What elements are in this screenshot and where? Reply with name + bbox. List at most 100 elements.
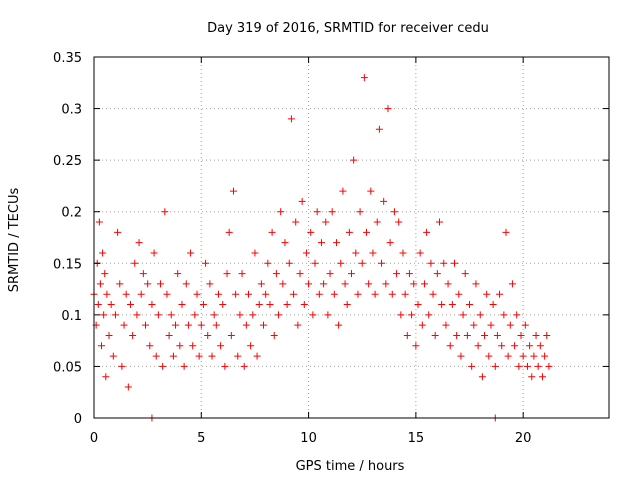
data-point — [253, 352, 261, 360]
x-tick-label: 5 — [197, 431, 205, 446]
data-point — [116, 280, 124, 288]
data-point — [251, 249, 259, 257]
y-tick-label: 0.3 — [61, 103, 82, 118]
data-point — [390, 208, 398, 216]
data-point — [521, 321, 529, 329]
data-point — [541, 352, 549, 360]
data-point — [221, 362, 229, 370]
data-point — [380, 197, 388, 205]
data-point — [472, 280, 480, 288]
y-tick-label: 0 — [74, 412, 82, 427]
data-point — [214, 290, 222, 298]
data-point — [545, 362, 553, 370]
data-point — [341, 280, 349, 288]
data-point — [144, 280, 152, 288]
data-point — [378, 259, 386, 267]
data-point — [508, 280, 516, 288]
data-point — [369, 249, 377, 257]
data-point — [240, 362, 248, 370]
data-point — [305, 280, 313, 288]
data-point — [242, 321, 250, 329]
data-point — [435, 218, 443, 226]
data-point — [307, 228, 315, 236]
data-point — [466, 301, 474, 309]
data-point — [137, 290, 145, 298]
data-point — [532, 331, 540, 339]
data-point — [343, 301, 351, 309]
data-point — [513, 311, 521, 319]
data-point — [296, 270, 304, 278]
data-point — [167, 311, 175, 319]
data-point — [262, 290, 270, 298]
data-point — [324, 311, 332, 319]
data-point — [189, 342, 197, 350]
data-point — [139, 270, 147, 278]
data-point — [446, 342, 454, 350]
data-point — [236, 311, 244, 319]
data-point — [270, 331, 278, 339]
data-point — [470, 321, 478, 329]
data-point — [474, 342, 482, 350]
data-point — [102, 373, 110, 381]
data-point — [105, 331, 113, 339]
data-point — [234, 352, 242, 360]
data-point — [107, 301, 115, 309]
data-point — [184, 321, 192, 329]
data-point — [352, 249, 360, 257]
data-point — [543, 331, 551, 339]
data-point — [320, 280, 328, 288]
data-point — [206, 280, 214, 288]
data-point — [322, 218, 330, 226]
data-point — [109, 352, 117, 360]
data-point — [302, 249, 310, 257]
data-point — [427, 259, 435, 267]
data-point — [317, 239, 325, 247]
data-point — [120, 321, 128, 329]
data-point — [99, 249, 107, 257]
data-point — [100, 311, 108, 319]
data-points — [90, 74, 553, 422]
data-point — [174, 270, 182, 278]
data-point — [161, 208, 169, 216]
data-point — [313, 208, 321, 216]
data-point — [328, 208, 336, 216]
data-point — [204, 331, 212, 339]
data-point — [118, 362, 126, 370]
data-point — [212, 321, 220, 329]
data-point — [148, 301, 156, 309]
data-point — [345, 228, 353, 236]
data-point — [176, 342, 184, 350]
data-point — [114, 228, 122, 236]
data-point — [208, 352, 216, 360]
data-point — [408, 311, 416, 319]
data-point — [442, 321, 450, 329]
data-point — [264, 259, 272, 267]
data-point — [356, 208, 364, 216]
data-point — [193, 290, 201, 298]
data-point — [287, 115, 295, 123]
data-point — [294, 321, 302, 329]
data-point — [363, 228, 371, 236]
data-point — [249, 311, 257, 319]
data-point — [159, 362, 167, 370]
data-point — [268, 228, 276, 236]
data-point — [534, 362, 542, 370]
data-point — [260, 321, 268, 329]
data-point — [163, 290, 171, 298]
data-point — [444, 280, 452, 288]
data-point — [418, 321, 426, 329]
x-tick-label: 20 — [515, 431, 532, 446]
data-point — [414, 301, 422, 309]
data-point — [506, 321, 514, 329]
y-tick-label: 0.05 — [53, 360, 82, 375]
data-point — [367, 187, 375, 195]
data-point — [530, 352, 538, 360]
data-point — [498, 342, 506, 350]
data-point — [478, 373, 486, 381]
data-point — [225, 228, 233, 236]
data-point — [178, 301, 186, 309]
data-point — [358, 259, 366, 267]
data-point — [438, 301, 446, 309]
data-point — [519, 352, 527, 360]
